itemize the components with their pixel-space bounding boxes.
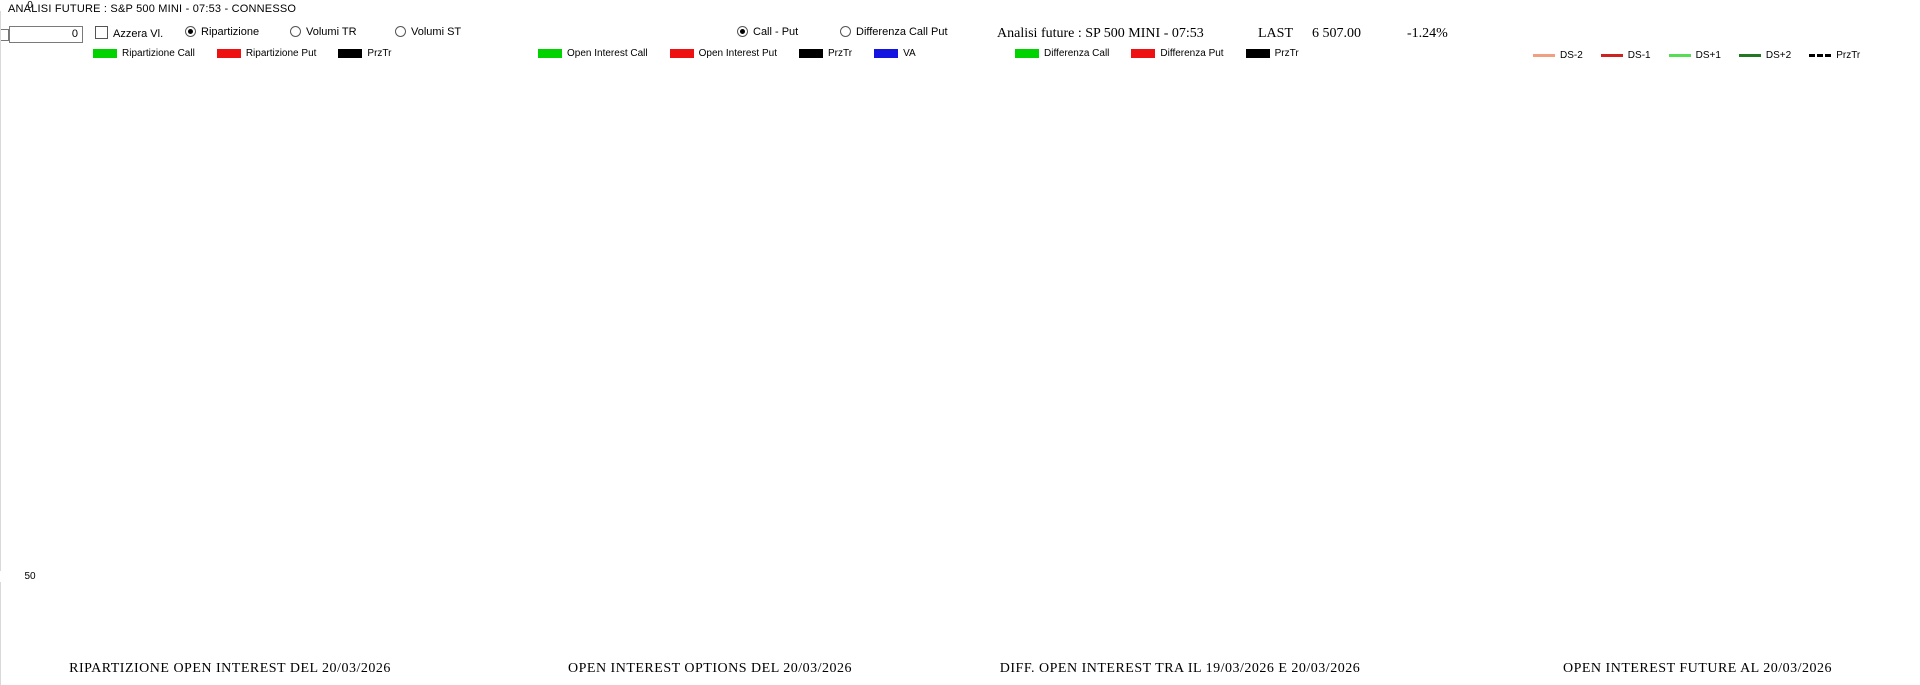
legend-item: PrzTr [338, 48, 391, 59]
radio-volumi-st-label: Volumi ST [411, 26, 462, 38]
gridline [0, 582, 1, 685]
legend-swatch-icon [93, 49, 117, 58]
legend-item: VA [874, 48, 916, 59]
legend-label: PrzTr [367, 48, 392, 59]
legend-label: Open Interest Call [567, 48, 648, 59]
legend-item: PrzTr [1809, 50, 1860, 61]
radio-volumi-tr-label: Volumi TR [306, 26, 357, 38]
radio-call-put[interactable]: Call - Put [737, 26, 798, 38]
legend-label: PrzTr [1836, 50, 1861, 61]
window-title: ANALISI FUTURE : S&P 500 MINI - 07:53 - … [8, 3, 297, 15]
legend-label: Differenza Call [1044, 48, 1110, 59]
legend-item: Differenza Put [1131, 48, 1224, 59]
legend-label: Open Interest Put [698, 48, 777, 59]
radio-ripartizione[interactable]: Ripartizione [185, 26, 259, 38]
legend-swatch-icon [1131, 49, 1156, 58]
legend-label: Ripartizione Put [245, 48, 317, 59]
chart1-title: RIPARTIZIONE OPEN INTEREST DEL 20/03/202… [69, 661, 391, 676]
radio-icon[interactable] [840, 26, 851, 37]
legend-label: Ripartizione Call [122, 48, 195, 59]
legend-swatch-icon [874, 49, 899, 58]
legend-candles: DS-2 DS-1 DS+1 DS+2 PrzTr [1533, 50, 1860, 61]
legend-item: PrzTr [799, 48, 852, 59]
legend-item: Open Interest Put [669, 48, 777, 59]
legend-swatch-icon [1668, 54, 1691, 57]
legend-label: DS-2 [1560, 50, 1583, 61]
legend-swatch-icon [1600, 54, 1623, 57]
radio-icon[interactable] [185, 26, 196, 37]
counter-input[interactable]: 0 [9, 26, 83, 43]
radio-call-put-label: Call - Put [753, 26, 799, 38]
last-value: 6 507.00 [1312, 26, 1361, 41]
legend-item: Open Interest Call [538, 48, 648, 59]
azzera-label: Azzera Vl. [113, 28, 164, 40]
legend-swatch-icon [1738, 54, 1761, 57]
legend-swatch-icon [216, 49, 241, 58]
chart3-title: DIFF. OPEN INTEREST TRA IL 19/03/2026 E … [999, 661, 1361, 676]
radio-volumi-tr[interactable]: Volumi TR [290, 26, 357, 38]
legend-swatch-icon [1533, 54, 1555, 57]
legend-item: DS+1 [1668, 50, 1721, 61]
legend-item: DS+2 [1738, 50, 1792, 61]
radio-differenza[interactable]: Differenza Call Put [840, 26, 948, 38]
chart2-title: OPEN INTEREST OPTIONS DEL 20/03/2026 [568, 661, 852, 676]
legend-swatch-icon [1245, 49, 1270, 58]
legend-swatch-icon [799, 49, 823, 58]
x-axis-label: 50 [24, 571, 36, 582]
legend-item: PrzTr [1245, 48, 1299, 59]
legend-differenza: Differenza Call Differenza Put PrzTr [1015, 48, 1299, 59]
legend-label: VA [903, 48, 916, 59]
change-value: -1.24% [1407, 26, 1448, 41]
radio-ripartizione-label: Ripartizione [201, 26, 260, 38]
radio-icon[interactable] [290, 26, 301, 37]
legend-label: DS-1 [1627, 50, 1651, 61]
checkbox-icon[interactable] [95, 26, 108, 39]
legend-open-interest: Open Interest Call Open Interest Put PrzTr… [538, 48, 916, 59]
gridline [0, 11, 1, 571]
legend-item: DS-1 [1600, 50, 1651, 61]
future-title: Analisi future : SP 500 MINI - 07:53 [997, 26, 1204, 41]
radio-volumi-st[interactable]: Volumi ST [395, 26, 461, 38]
legend-swatch-icon [1809, 54, 1832, 57]
legend-ripartizione: Ripartizione Call Ripartizione Put PrzTr [93, 48, 391, 59]
azzera-checkbox[interactable]: Azzera Vl. [95, 26, 163, 40]
radio-icon[interactable] [737, 26, 748, 37]
legend-item: DS-2 [1533, 50, 1583, 61]
chart4-title: OPEN INTEREST FUTURE AL 20/03/2026 [1562, 661, 1832, 676]
legend-swatch-icon [538, 49, 562, 58]
radio-icon[interactable] [395, 26, 406, 37]
legend-label: DS+2 [1765, 50, 1792, 61]
legend-label: PrzTr [828, 48, 853, 59]
legend-label: DS+1 [1695, 50, 1721, 61]
last-label: LAST [1258, 26, 1293, 41]
radio-differenza-label: Differenza Call Put [856, 26, 948, 38]
legend-swatch-icon [669, 49, 694, 58]
legend-swatch-icon [338, 49, 363, 58]
legend-label: Differenza Put [1160, 48, 1224, 59]
legend-item: Ripartizione Put [216, 48, 317, 59]
legend-item: Differenza Call [1015, 48, 1109, 59]
legend-label: PrzTr [1274, 48, 1299, 59]
legend-item: Ripartizione Call [93, 48, 195, 59]
x-axis-label: 0 [27, 0, 33, 11]
legend-swatch-icon [1015, 49, 1039, 58]
